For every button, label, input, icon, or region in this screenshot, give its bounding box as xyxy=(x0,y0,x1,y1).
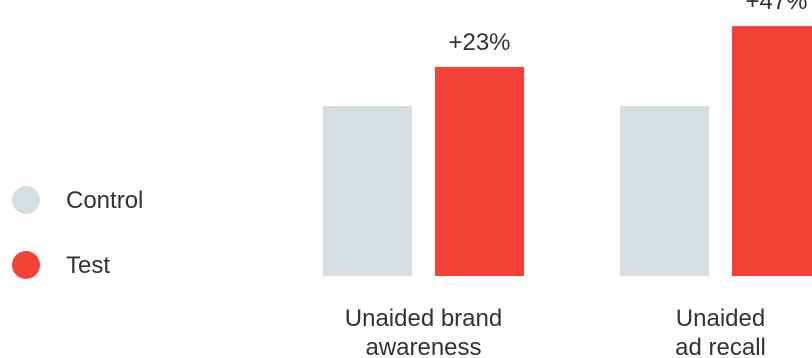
lift-annotation-2: +47% xyxy=(745,0,807,15)
bar-test-1 xyxy=(435,66,524,277)
category-label-2-line-1: Unaided xyxy=(676,305,765,332)
category-label-1-line-2: awareness xyxy=(365,334,481,358)
bar-control-1 xyxy=(323,106,412,276)
bar-control-2 xyxy=(620,106,709,276)
category-label-2-line-2: ad recall xyxy=(675,334,766,358)
bar-test-2 xyxy=(732,26,812,276)
legend-label-test: Test xyxy=(66,252,110,279)
category-label-1-line-1: Unaided brand xyxy=(345,305,502,332)
legend-swatch-control xyxy=(12,186,40,214)
legend: Control Test xyxy=(12,186,143,279)
legend-label-control: Control xyxy=(66,187,143,214)
lift-annotation-1: +23% xyxy=(448,29,510,56)
legend-swatch-test xyxy=(12,251,40,279)
bars xyxy=(323,26,812,277)
